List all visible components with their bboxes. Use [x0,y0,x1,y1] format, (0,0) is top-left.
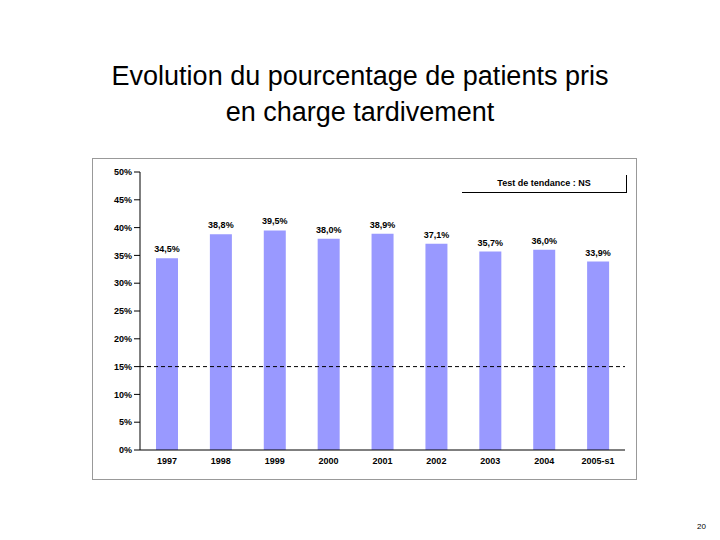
svg-text:1997: 1997 [157,456,177,466]
svg-text:38,8%: 38,8% [208,220,234,230]
svg-text:0%: 0% [119,445,132,455]
svg-text:34,5%: 34,5% [154,244,180,254]
svg-text:2004: 2004 [534,456,554,466]
svg-text:30%: 30% [114,278,132,288]
svg-text:1998: 1998 [211,456,231,466]
svg-text:15%: 15% [114,362,132,372]
svg-text:40%: 40% [114,223,132,233]
svg-text:2003: 2003 [480,456,500,466]
svg-text:5%: 5% [119,417,132,427]
html-text:Evolution du pourcentage de pa: Evolution du pourcentage de patients pri… [111,61,609,127]
svg-text:2001: 2001 [372,456,392,466]
svg-text:1999: 1999 [265,456,285,466]
html-text:Test de tendance : NS: Test de tendance : NS [497,178,591,188]
svg-text:10%: 10% [114,390,132,400]
svg-text:35%: 35% [114,251,132,261]
html-text:20: 20 [697,522,706,531]
svg-text:2000: 2000 [319,456,339,466]
svg-text:35,7%: 35,7% [478,238,504,248]
svg-text:38,9%: 38,9% [370,220,396,230]
svg-text:36,0%: 36,0% [531,236,557,246]
svg-text:38,0%: 38,0% [316,225,342,235]
svg-text:50%: 50% [114,167,132,177]
svg-text:2005-s1: 2005-s1 [582,456,615,466]
svg-text:39,5%: 39,5% [262,216,288,226]
svg-text:45%: 45% [114,195,132,205]
svg-text:33,9%: 33,9% [585,248,611,258]
svg-text:25%: 25% [114,306,132,316]
svg-text:20%: 20% [114,334,132,344]
svg-text:2002: 2002 [426,456,446,466]
svg-text:37,1%: 37,1% [424,230,450,240]
